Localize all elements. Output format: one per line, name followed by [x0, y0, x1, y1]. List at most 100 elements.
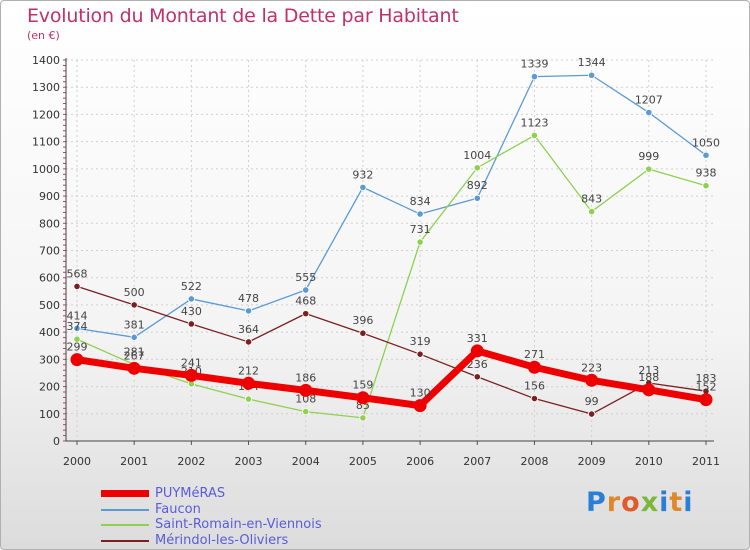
legend-swatch-puymeras: [101, 490, 149, 497]
data-point-faucon: [73, 324, 81, 332]
data-label-faucon: 478: [238, 292, 259, 305]
y-tick-label: 1200: [32, 108, 60, 121]
data-label-merindol-les-oliviers: 500: [124, 286, 145, 299]
data-label-merindol-les-oliviers: 396: [352, 314, 373, 327]
data-point-saint-romain-en-viennois: [302, 408, 310, 416]
data-point-saint-romain-en-viennois: [530, 131, 539, 139]
data-point-faucon: [244, 307, 253, 315]
data-point-merindol-les-oliviers: [187, 320, 195, 328]
y-tick-label: 700: [39, 245, 60, 258]
data-point-puymeras: [699, 393, 713, 407]
data-label-saint-romain-en-viennois: 1004: [463, 149, 491, 162]
x-tick-label: 2004: [292, 455, 320, 468]
data-point-merindol-les-oliviers: [530, 394, 539, 403]
y-tick-label: 300: [39, 353, 60, 366]
data-point-faucon: [302, 286, 310, 294]
data-point-saint-romain-en-viennois: [645, 165, 653, 173]
x-tick-label: 2009: [578, 455, 606, 468]
data-point-saint-romain-en-viennois: [73, 335, 81, 343]
data-point-faucon: [130, 333, 138, 341]
x-tick-label: 2010: [635, 455, 663, 468]
data-label-faucon: 414: [67, 309, 88, 322]
data-point-puymeras: [242, 376, 256, 390]
data-label-puymeras: 159: [352, 379, 373, 392]
y-tick-label: 200: [39, 381, 60, 394]
data-point-saint-romain-en-viennois: [588, 207, 596, 216]
data-point-saint-romain-en-viennois: [702, 182, 710, 190]
legend-swatch-saint-romain: [101, 524, 149, 526]
data-label-faucon: 1344: [578, 56, 606, 69]
data-label-puymeras: 241: [181, 356, 202, 369]
data-label-merindol-les-oliviers: 183: [696, 372, 717, 385]
data-point-merindol-les-oliviers: [302, 310, 310, 318]
data-point-puymeras: [470, 344, 484, 358]
data-label-merindol-les-oliviers: 156: [524, 380, 545, 393]
y-tick-label: 1400: [32, 54, 60, 67]
data-label-faucon: 1050: [692, 136, 720, 149]
data-point-puymeras: [642, 383, 656, 397]
data-label-faucon: 1207: [635, 94, 663, 107]
data-point-faucon: [588, 71, 596, 79]
x-tick-label: 2001: [120, 455, 148, 468]
legend-label-faucon: Faucon: [155, 501, 201, 517]
data-label-puymeras: 331: [467, 332, 488, 345]
x-tick-label: 2011: [692, 455, 720, 468]
data-label-merindol-les-oliviers: 430: [181, 305, 202, 318]
series-line-saint-romain-en-viennois: [76, 134, 707, 419]
y-tick-label: 800: [39, 217, 60, 230]
data-label-faucon: 555: [295, 271, 316, 284]
chart-unit-label: (en €): [27, 29, 60, 42]
data-point-merindol-les-oliviers: [588, 410, 596, 418]
data-point-puymeras: [527, 360, 541, 374]
data-label-puymeras: 130: [410, 387, 431, 400]
x-tick-label: 2000: [63, 455, 91, 468]
data-point-faucon: [416, 210, 424, 218]
proxiti-logo: Proxiti: [586, 487, 694, 518]
data-point-puymeras: [356, 391, 370, 405]
data-point-faucon: [645, 108, 653, 117]
data-point-saint-romain-en-viennois: [416, 238, 424, 246]
data-point-faucon: [702, 151, 710, 159]
data-point-puymeras: [184, 368, 198, 382]
y-tick-label: 500: [39, 299, 60, 312]
data-label-merindol-les-oliviers: 568: [67, 267, 88, 280]
legend-label-merindol: Mérindol-les-Oliviers: [155, 532, 289, 548]
y-tick-label: 600: [39, 272, 60, 285]
data-point-merindol-les-oliviers: [359, 329, 367, 337]
data-point-faucon: [187, 295, 195, 303]
data-point-merindol-les-oliviers: [416, 350, 424, 358]
data-point-puymeras: [70, 353, 84, 367]
data-label-saint-romain-en-viennois: 374: [67, 320, 88, 333]
data-label-saint-romain-en-viennois: 1123: [520, 116, 548, 129]
y-tick-label: 1000: [32, 163, 60, 176]
data-label-faucon: 381: [124, 318, 145, 331]
data-label-puymeras: 212: [238, 364, 259, 377]
data-point-saint-romain-en-viennois: [473, 164, 481, 172]
data-label-merindol-les-oliviers: 319: [410, 335, 431, 348]
data-label-merindol-les-oliviers: 236: [467, 358, 488, 371]
series-line-faucon: [76, 74, 707, 338]
x-tick-label: 2002: [177, 455, 205, 468]
data-label-faucon: 522: [181, 280, 202, 293]
data-label-merindol-les-oliviers: 99: [585, 395, 599, 408]
series-line-puymeras: [73, 347, 710, 410]
data-point-faucon: [359, 183, 367, 191]
data-label-puymeras: 299: [67, 341, 88, 354]
y-tick-label: 1300: [32, 81, 60, 94]
legend-swatch-faucon: [101, 508, 149, 511]
data-label-saint-romain-en-viennois: 843: [581, 193, 602, 206]
data-label-puymeras: 186: [295, 371, 316, 384]
data-label-puymeras: 223: [581, 361, 602, 374]
data-label-saint-romain-en-viennois: 938: [696, 167, 717, 180]
y-tick-label: 100: [39, 408, 60, 421]
data-label-faucon: 892: [467, 179, 488, 192]
y-tick-label: 1100: [32, 136, 60, 149]
x-tick-label: 2007: [463, 455, 491, 468]
data-point-saint-romain-en-viennois: [359, 414, 367, 422]
data-point-merindol-les-oliviers: [130, 301, 138, 309]
data-label-faucon: 1339: [520, 58, 548, 71]
y-tick-label: 0: [53, 435, 60, 448]
y-tick-label: 400: [39, 326, 60, 339]
